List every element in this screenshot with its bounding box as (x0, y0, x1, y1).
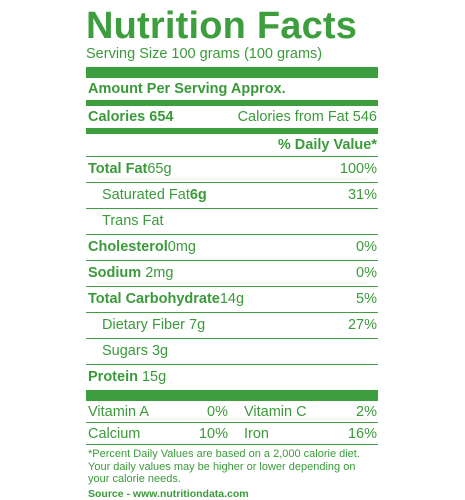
calories-row: Calories 654 Calories from Fat 546 (86, 106, 378, 128)
thick-divider (86, 67, 378, 78)
saturated-fat-amount: 6g (189, 187, 207, 203)
saturated-fat-row: Saturated Fat6g 31% (86, 183, 378, 208)
calcium-label: Calcium (88, 426, 141, 442)
saturated-fat-dv: 31% (347, 187, 377, 203)
vitamin-row: Calcium 10% Iron 16% (86, 423, 378, 444)
sodium-label: Sodium (88, 265, 142, 281)
fiber-label: Dietary Fiber (102, 317, 185, 333)
sodium-dv: 0% (356, 265, 377, 281)
sugars-label: Sugars (102, 343, 148, 359)
amount-per-serving-row: Amount Per Serving Approx. (86, 78, 378, 100)
cholesterol-label: Cholesterol (88, 239, 168, 255)
source-text: Source - www.nutritiondata.com (88, 487, 249, 500)
nutrition-label: Nutrition Facts Serving Size 100 grams (… (86, 6, 378, 500)
sodium-row: Sodium 2mg 0% (86, 261, 378, 286)
cholesterol-dv: 0% (356, 239, 377, 255)
iron-label: Iron (244, 426, 269, 442)
fiber-amount: 7g (189, 317, 206, 333)
calcium-value: 10% (198, 426, 228, 442)
cholesterol-row: Cholesterol0mg 0% (86, 235, 378, 260)
iron-value: 16% (347, 426, 377, 442)
sugars-amount: 3g (151, 343, 169, 359)
rule (86, 338, 378, 339)
daily-value-header-row: % Daily Value* (86, 134, 378, 156)
total-fat-row: Total Fat65g 100% (86, 157, 378, 182)
total-carb-dv: 5% (356, 291, 377, 307)
rule (86, 444, 378, 445)
rule (86, 286, 378, 287)
total-carb-amount: 14g (219, 291, 245, 307)
cholesterol-amount: 0mg (167, 239, 196, 255)
fiber-row: Dietary Fiber 7g 27% (86, 313, 378, 338)
total-fat-label: Total Fat (88, 161, 148, 177)
total-carb-label: Total Carbohydrate (88, 291, 220, 307)
sodium-amount: 2mg (145, 265, 174, 281)
calories-from-fat: Calories from Fat 546 (237, 109, 377, 125)
label-title: Nutrition Facts (86, 5, 358, 47)
rule (86, 208, 378, 209)
vitamin-a-value: 0% (207, 404, 228, 420)
total-fat-dv: 100% (339, 161, 377, 177)
medium-divider (86, 100, 378, 106)
thick-divider (86, 390, 378, 401)
saturated-fat-label: Saturated Fat (102, 187, 190, 203)
rule (86, 312, 378, 313)
total-carb-row: Total Carbohydrate14g 5% (86, 287, 378, 312)
fiber-dv: 27% (347, 317, 377, 333)
medium-divider (86, 128, 378, 134)
trans-fat-label: Trans Fat (102, 213, 164, 229)
sugars-row: Sugars 3g (86, 339, 378, 364)
rule (86, 422, 378, 423)
trans-fat-row: Trans Fat (86, 209, 378, 234)
daily-value-header: % Daily Value* (277, 137, 377, 153)
rule (86, 156, 378, 157)
protein-label: Protein (88, 369, 138, 385)
rule (86, 182, 378, 183)
calories-label: Calories 654 (88, 109, 174, 125)
total-fat-amount: 65g (147, 161, 172, 177)
serving-size: Serving Size 100 grams (100 grams) (86, 46, 323, 62)
protein-row: Protein 15g (86, 365, 378, 390)
vitamin-a-label: Vitamin A (88, 404, 149, 420)
rule (86, 364, 378, 365)
vitamin-c-label: Vitamin C (244, 404, 307, 420)
vitamin-row: Vitamin A 0% Vitamin C 2% (86, 401, 378, 422)
rule (86, 234, 378, 235)
rule (86, 260, 378, 261)
amount-per-serving: Amount Per Serving Approx. (88, 81, 286, 97)
vitamin-c-value: 2% (356, 404, 377, 420)
protein-amount: 15g (141, 369, 167, 385)
footnote: *Percent Daily Values are based on a 2,0… (88, 448, 360, 485)
